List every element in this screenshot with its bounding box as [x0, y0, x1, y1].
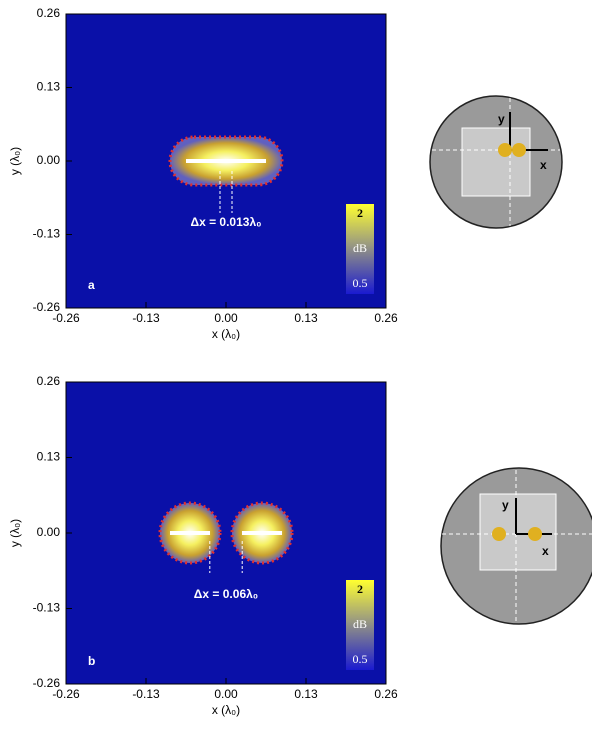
x-tick-label: -0.13 — [132, 311, 160, 325]
y-tick-label: 0.00 — [37, 525, 61, 539]
y-tick-label: 0.00 — [37, 153, 61, 167]
annotation: Δx = 0.013λ₀ — [190, 215, 261, 229]
y-tick-label: 0.26 — [37, 6, 61, 20]
x-tick-label: -0.13 — [132, 687, 160, 701]
axis-letter: x — [540, 158, 547, 172]
colorbar-label: 0.5 — [353, 652, 368, 666]
colorbar-label: dB — [353, 241, 367, 255]
y-axis-title: y (λ₀) — [8, 519, 22, 547]
y-tick-label: 0.13 — [37, 80, 61, 94]
x-tick-label: 0.13 — [294, 311, 318, 325]
colorbar-label: 0.5 — [353, 276, 368, 290]
schematic-b: y x — [441, 468, 592, 624]
y-tick-label: 0.13 — [37, 450, 61, 464]
axis-letter: x — [542, 544, 549, 558]
y-axis-title: y (λ₀) — [8, 147, 22, 175]
schematic-a: y x — [430, 96, 562, 228]
y-tick-label: -0.26 — [33, 676, 61, 690]
colorbar-label: 2 — [357, 582, 363, 596]
x-tick-label: 0.26 — [374, 687, 398, 701]
panel-label: b — [88, 654, 95, 668]
axis-letter: y — [498, 112, 505, 126]
panel: Δx = 0.06λ₀ b 2 dB 0.5 -0.26 -0.13 0.00 0.13 0.26… — [8, 374, 398, 717]
x-axis-title: x (λ₀) — [212, 703, 240, 717]
y-tick-label: -0.26 — [33, 300, 61, 314]
panel-label: a — [88, 278, 95, 292]
panel: Δx = 0.013λ₀ a 2 dB 0.5 -0.26 -0.13 0.00 0.13 0.2… — [8, 6, 398, 341]
x-tick-label: 0.26 — [374, 311, 398, 325]
x-tick-label: 0.00 — [214, 687, 238, 701]
annotation: Δx = 0.06λ₀ — [194, 587, 258, 601]
colorbar-label: 2 — [357, 206, 363, 220]
x-tick-label: 0.00 — [214, 311, 238, 325]
x-tick-label: 0.13 — [294, 687, 318, 701]
y-tick-label: -0.13 — [33, 227, 61, 241]
y-tick-label: 0.26 — [37, 374, 61, 388]
x-axis-title: x (λ₀) — [212, 327, 240, 341]
figure: y x y x Δx = 0.013λ₀ a 2 dB 0.5 -0.26 -0.13 0.0… — [0, 0, 592, 736]
y-tick-label: -0.13 — [33, 601, 61, 615]
colorbar-label: dB — [353, 617, 367, 631]
heatmap-background — [66, 382, 386, 684]
axis-letter: y — [502, 498, 509, 512]
